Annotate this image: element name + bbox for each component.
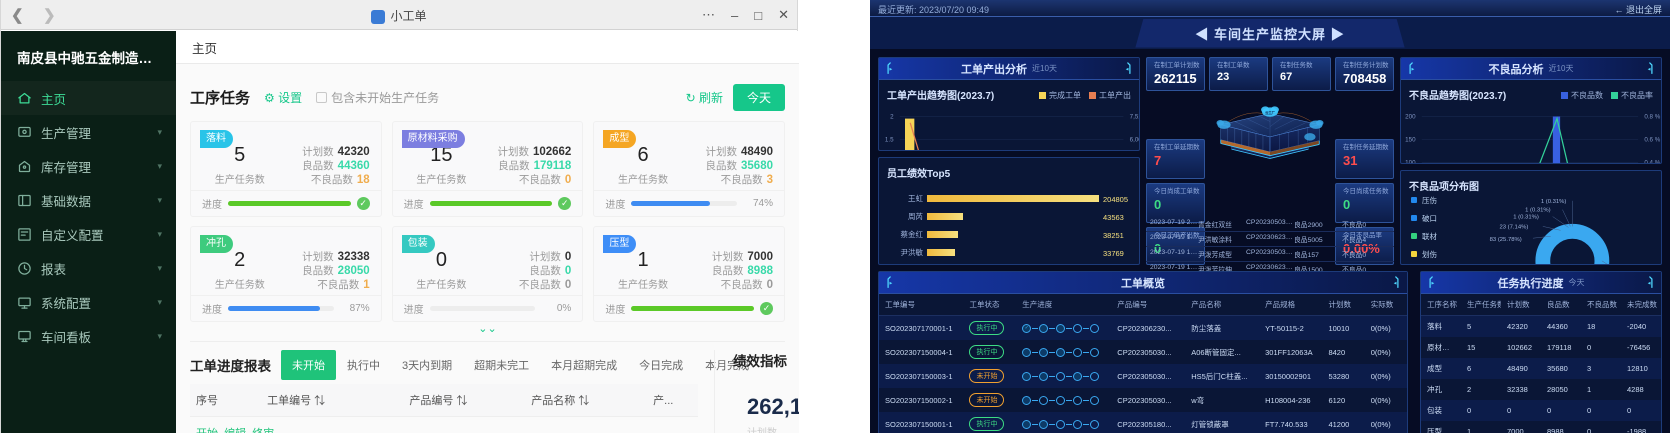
svg-text:150: 150	[1405, 136, 1416, 143]
svg-text:6,000: 6,000	[1130, 136, 1139, 143]
svg-text:0.8 %: 0.8 %	[1644, 114, 1660, 121]
svg-text:2: 2	[890, 114, 894, 121]
svg-text:1 (0.31%): 1 (0.31%)	[1513, 214, 1539, 220]
svg-text:100: 100	[1405, 159, 1416, 163]
svg-text:23 (7.14%): 23 (7.14%)	[1499, 224, 1528, 230]
svg-text:1.5: 1.5	[885, 136, 894, 143]
svg-text:0.6 %: 0.6 %	[1644, 136, 1660, 143]
svg-text:200: 200	[1405, 114, 1416, 121]
svg-text:云工厂: 云工厂	[1265, 110, 1276, 115]
svg-text:1 (0.31%): 1 (0.31%)	[1525, 207, 1551, 213]
svg-text:1 (0.31%): 1 (0.31%)	[1541, 198, 1567, 204]
svg-text:0.4 %: 0.4 %	[1644, 159, 1660, 163]
svg-text:83 (25.78%): 83 (25.78%)	[1490, 237, 1522, 243]
svg-text:7,516: 7,516	[1130, 114, 1139, 121]
